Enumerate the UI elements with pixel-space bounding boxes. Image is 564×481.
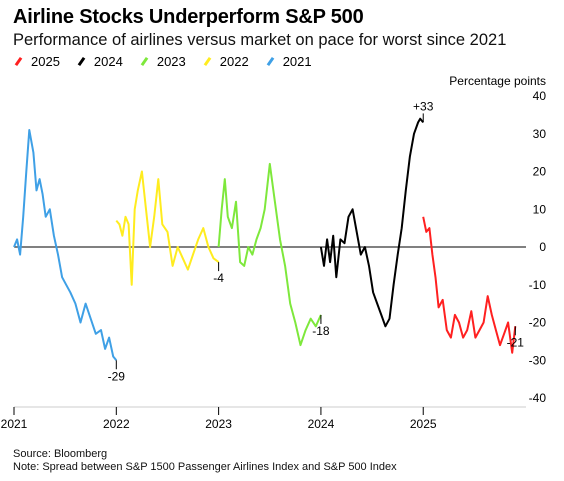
legend-label: 2024 (93, 54, 123, 69)
chart-footer: Source: Bloomberg Note: Spread between S… (13, 448, 397, 474)
y-axis-label: Percentage points (449, 74, 546, 88)
chart-title: Airline Stocks Underperform S&P 500 (13, 6, 364, 28)
annotation-label: -21 (507, 335, 525, 349)
x-tick-label: 2022 (103, 417, 130, 431)
legend: 2025 2024 2023 2022 2021 (14, 54, 329, 69)
x-tick-label: 2021 (1, 417, 28, 431)
legend-item-2024: 2024 (77, 54, 123, 69)
annotation-label: -18 (312, 324, 330, 338)
y-tick-label: 20 (533, 165, 547, 179)
legend-label: 2021 (282, 54, 312, 69)
legend-item-2023: 2023 (140, 54, 186, 69)
x-tick-label: 2025 (410, 417, 437, 431)
legend-label: 2025 (31, 54, 60, 69)
y-tick-label: 30 (533, 127, 547, 141)
x-tick-label: 2024 (308, 417, 335, 431)
footnote: Note: Spread between S&P 1500 Passenger … (13, 461, 397, 473)
y-tick-label: -10 (529, 278, 547, 292)
y-tick-label: -20 (529, 316, 547, 330)
y-tick-label: 10 (533, 202, 547, 216)
legend-item-2022: 2022 (203, 54, 249, 69)
annotation-label: -29 (108, 369, 126, 383)
chart-subtitle: Performance of airlines versus market on… (13, 31, 507, 49)
series-line-2023 (217, 162, 322, 347)
series-line-2021 (13, 129, 118, 361)
legend-label: 2023 (156, 54, 186, 69)
y-tick-label: 40 (533, 89, 547, 103)
x-tick-label: 2023 (205, 417, 232, 431)
y-tick-label: -30 (529, 353, 547, 367)
legend-item-2021: 2021 (266, 54, 312, 69)
legend-item-2025: 2025 (14, 54, 60, 69)
series-line-2022 (115, 170, 220, 286)
annotation-label: +33 (413, 99, 434, 113)
series-line-2025 (422, 216, 517, 354)
y-tick-label: 0 (539, 240, 546, 254)
series-line-2024 (319, 117, 424, 328)
annotation-label: -4 (213, 271, 224, 285)
legend-label: 2022 (219, 54, 249, 69)
y-tick-label: -40 (529, 391, 547, 405)
source-note: Source: Bloomberg (13, 448, 108, 460)
